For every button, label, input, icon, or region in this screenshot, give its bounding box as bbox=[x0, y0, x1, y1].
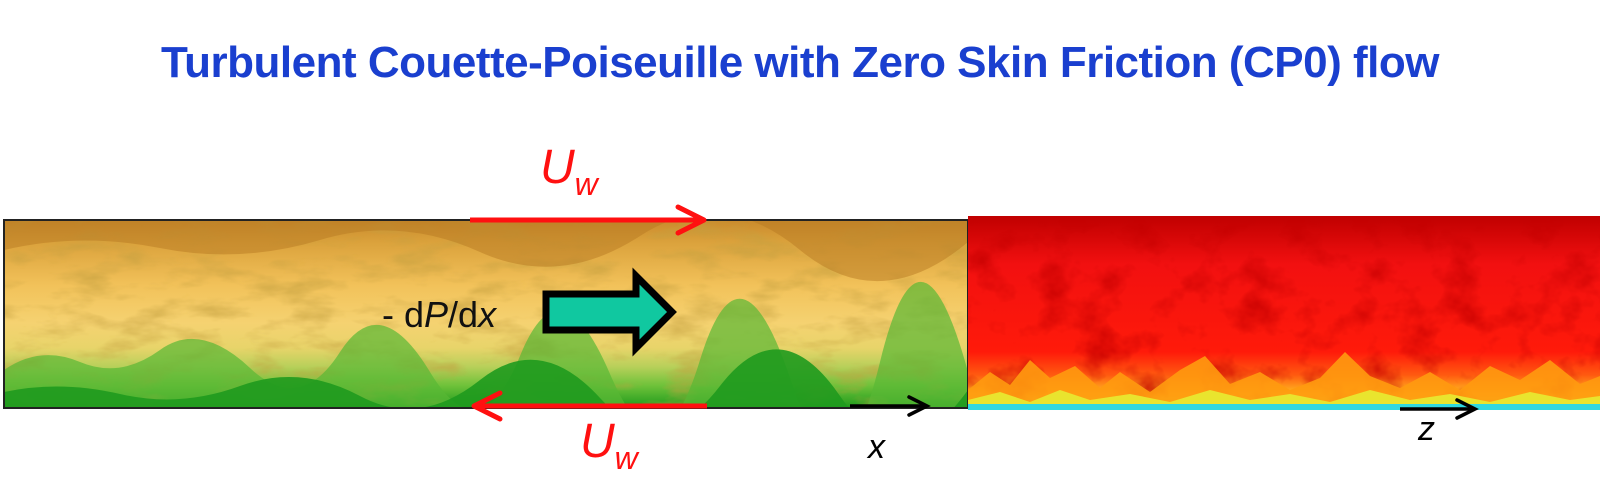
pressure-gradient-arrow-icon bbox=[542, 267, 677, 357]
z-axis-arrow-icon bbox=[1400, 398, 1479, 420]
diagram-title: Turbulent Couette-Poiseuille with Zero S… bbox=[161, 38, 1439, 87]
bottom-wall-velocity-label: Uw bbox=[580, 415, 640, 476]
streamwise-flow-panel bbox=[4, 220, 968, 408]
z-axis-label: z bbox=[1417, 410, 1435, 448]
top-wall-arrow-icon bbox=[470, 204, 707, 236]
x-axis-arrow-icon bbox=[850, 395, 931, 417]
pressure-gradient-label: - dP/dx bbox=[382, 294, 498, 335]
bottom-wall-arrow-icon bbox=[471, 390, 707, 422]
spanwise-flow-panel bbox=[968, 216, 1600, 410]
top-wall-velocity-label: Uw bbox=[540, 141, 600, 202]
x-axis-label: x bbox=[866, 428, 886, 466]
